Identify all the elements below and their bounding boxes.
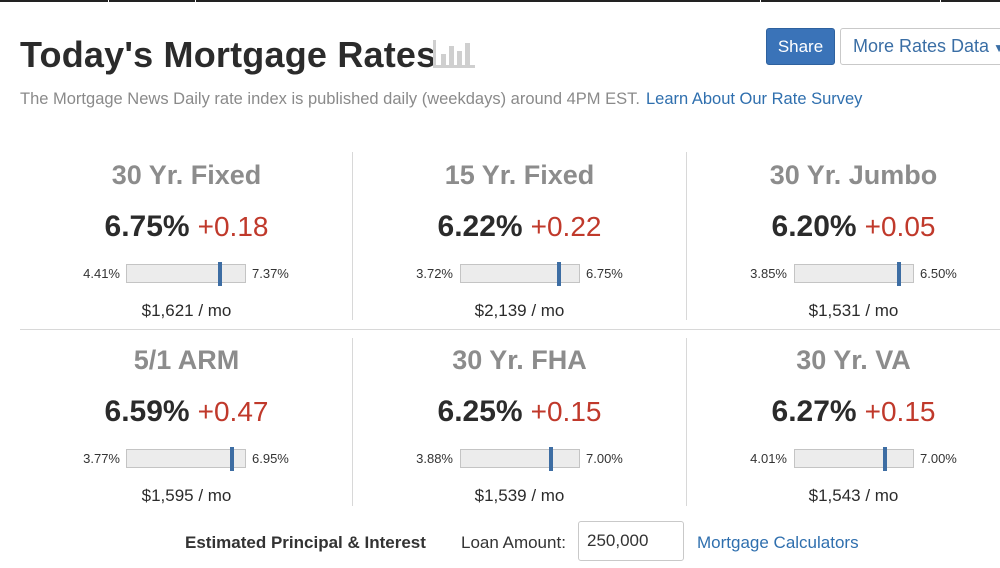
more-rates-data-label: More Rates Data <box>853 36 990 56</box>
rate-value: 6.59% <box>104 395 190 428</box>
rate-range-bar <box>794 262 914 286</box>
rate-change: +0.22 <box>530 211 602 242</box>
rate-range-bar <box>126 262 246 286</box>
rate-line: 6.27% +0.15 <box>687 395 1000 429</box>
range-high: 7.00% <box>920 451 957 466</box>
rate-range-bar <box>126 447 246 471</box>
rate-marker <box>549 447 553 471</box>
range-high: 6.75% <box>586 266 623 281</box>
rate-card-30yr-fixed[interactable]: 30 Yr. Fixed 6.75% +0.18 4.41% 7.37% $1,6… <box>20 160 353 330</box>
rate-marker <box>883 447 887 471</box>
card-title: 5/1 ARM <box>133 345 240 375</box>
column-divider <box>686 152 687 320</box>
loan-amount-input[interactable] <box>578 521 684 561</box>
monthly-payment: $1,539 / mo <box>474 486 565 505</box>
top-border-gap <box>108 0 109 2</box>
rate-change: +0.18 <box>197 211 269 242</box>
column-divider <box>352 152 353 320</box>
rate-value: 6.25% <box>437 395 523 428</box>
column-divider <box>352 338 353 506</box>
rate-card-30yr-va[interactable]: 30 Yr. VA 6.27% +0.15 4.01% 7.00% $1,543 … <box>687 345 1000 515</box>
rate-range-bar <box>460 447 580 471</box>
rate-marker <box>557 262 561 286</box>
range-low: 4.01% <box>750 451 787 466</box>
monthly-payment: $2,139 / mo <box>474 301 565 320</box>
row-divider <box>20 329 1000 330</box>
rate-card-5-1-arm[interactable]: 5/1 ARM 6.59% +0.47 3.77% 6.95% $1,595 / … <box>20 345 353 515</box>
rate-line: 6.25% +0.15 <box>353 395 686 429</box>
rate-line: 6.59% +0.47 <box>20 395 353 429</box>
rate-marker <box>897 262 901 286</box>
bar-chart-icon[interactable] <box>432 38 476 70</box>
share-button[interactable]: Share <box>766 28 835 65</box>
range-high: 7.37% <box>252 266 289 281</box>
top-border-gap <box>940 0 941 2</box>
card-title: 30 Yr. Fixed <box>111 160 262 190</box>
rate-line: 6.75% +0.18 <box>20 210 353 244</box>
rate-value: 6.27% <box>771 395 857 428</box>
card-title: 30 Yr. VA <box>796 345 911 375</box>
rate-marker <box>218 262 222 286</box>
range-low: 3.72% <box>416 266 453 281</box>
range-low: 3.77% <box>83 451 120 466</box>
more-rates-data-dropdown[interactable]: More Rates Data ▼ <box>840 28 1000 65</box>
rate-survey-link[interactable]: Learn About Our Rate Survey <box>645 90 863 108</box>
range-low: 3.88% <box>416 451 453 466</box>
top-border <box>0 0 1000 2</box>
rate-card-30yr-fha[interactable]: 30 Yr. FHA 6.25% +0.15 3.88% 7.00% $1,539… <box>353 345 686 515</box>
page-title: Today's Mortgage Rates <box>20 34 437 75</box>
rate-marker <box>230 447 234 471</box>
rate-line: 6.22% +0.22 <box>353 210 686 244</box>
rate-change: +0.15 <box>530 396 602 427</box>
rate-change: +0.47 <box>197 396 269 427</box>
range-low: 4.41% <box>83 266 120 281</box>
rate-card-30yr-jumbo[interactable]: 30 Yr. Jumbo 6.20% +0.05 3.85% 6.50% $1,5… <box>687 160 1000 330</box>
rate-range-bar <box>794 447 914 471</box>
monthly-payment: $1,595 / mo <box>141 486 232 505</box>
rate-value: 6.22% <box>437 210 523 243</box>
range-high: 7.00% <box>586 451 623 466</box>
estimated-pi-label: Estimated Principal & Interest <box>185 533 426 552</box>
mortgage-calculators-link[interactable]: Mortgage Calculators <box>697 533 859 552</box>
monthly-payment: $1,543 / mo <box>808 486 899 505</box>
card-title: 30 Yr. FHA <box>452 345 587 375</box>
rate-change: +0.15 <box>864 396 936 427</box>
top-border-gap <box>195 0 196 2</box>
rate-card-15yr-fixed[interactable]: 15 Yr. Fixed 6.22% +0.22 3.72% 6.75% $2,1… <box>353 160 686 330</box>
column-divider <box>686 338 687 506</box>
caret-down-icon: ▼ <box>993 41 1000 55</box>
rate-value: 6.20% <box>771 210 857 243</box>
rate-change: +0.05 <box>864 211 936 242</box>
subtitle-text: The Mortgage News Daily rate index is pu… <box>20 90 640 108</box>
card-title: 15 Yr. Fixed <box>444 160 595 190</box>
rate-value: 6.75% <box>104 210 190 243</box>
loan-amount-label: Loan Amount: <box>461 533 566 552</box>
subtitle: The Mortgage News Daily rate index is pu… <box>20 90 862 109</box>
range-high: 6.95% <box>252 451 289 466</box>
card-title: 30 Yr. Jumbo <box>769 160 938 190</box>
rate-line: 6.20% +0.05 <box>687 210 1000 244</box>
range-high: 6.50% <box>920 266 957 281</box>
rate-range-bar <box>460 262 580 286</box>
monthly-payment: $1,531 / mo <box>808 301 899 320</box>
range-low: 3.85% <box>750 266 787 281</box>
top-border-gap <box>760 0 761 2</box>
monthly-payment: $1,621 / mo <box>141 301 232 320</box>
